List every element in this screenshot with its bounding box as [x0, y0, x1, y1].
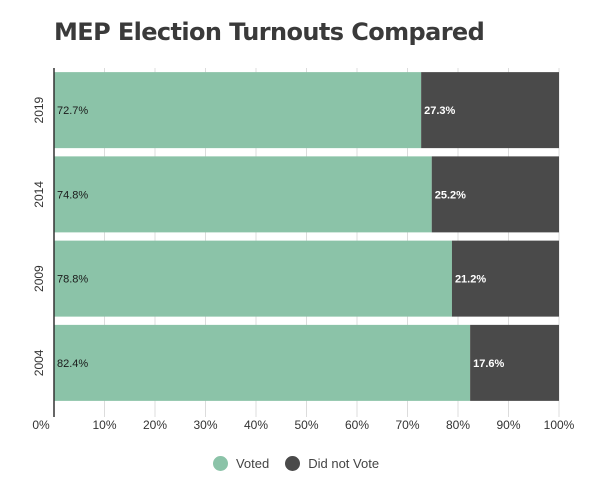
x-tick-label: 40%	[244, 418, 268, 432]
data-label: 78.8%	[57, 274, 88, 286]
bar-did-not-vote	[470, 324, 559, 401]
legend-swatch-did-not-vote	[285, 455, 301, 471]
x-tick-label: 0%	[32, 418, 50, 432]
bar-did-not-vote	[421, 72, 559, 149]
data-label: 17.6%	[473, 358, 504, 370]
legend-item-did-not-vote: Did not Vote	[285, 455, 380, 471]
x-tick-label: 70%	[395, 418, 419, 432]
x-tick-label: 90%	[496, 418, 520, 432]
x-tick-label: 10%	[92, 418, 116, 432]
legend-label-voted: Voted	[235, 455, 270, 471]
data-label: 21.2%	[455, 274, 486, 286]
data-label: 82.4%	[57, 358, 88, 370]
x-tick-label: 50%	[294, 418, 318, 432]
bar-voted	[54, 156, 432, 233]
x-tick-label: 60%	[345, 418, 369, 432]
x-tick-label: 20%	[143, 418, 167, 432]
stacked-bar-chart: 72.7% 27.3% 2019 74.8% 25.2% 2014 78.8% 21.2% 20…	[32, 68, 575, 432]
bar-voted	[54, 324, 471, 401]
x-tick-label: 80%	[446, 418, 470, 432]
bar-did-not-vote	[451, 240, 559, 317]
legend: Voted Did not Vote	[0, 454, 592, 472]
legend-item-voted: Voted	[212, 455, 270, 471]
bar-voted	[54, 72, 422, 149]
category-label: 2014	[32, 181, 46, 208]
x-tick-label: 30%	[193, 418, 217, 432]
category-label: 2004	[32, 349, 46, 376]
category-label: 2009	[32, 265, 46, 292]
legend-label-did-not-vote: Did not Vote	[308, 455, 380, 471]
data-label: 27.3%	[424, 105, 455, 117]
legend-swatch-voted	[212, 455, 228, 471]
chart-title: MEP Election Turnouts Compared	[54, 18, 485, 46]
data-label: 72.7%	[57, 105, 88, 117]
x-tick-label: 100%	[544, 418, 575, 432]
data-label: 25.2%	[435, 189, 466, 201]
data-label: 74.8%	[57, 189, 88, 201]
bar-did-not-vote	[431, 156, 559, 233]
category-label: 2019	[32, 96, 46, 123]
bar-voted	[54, 240, 452, 317]
